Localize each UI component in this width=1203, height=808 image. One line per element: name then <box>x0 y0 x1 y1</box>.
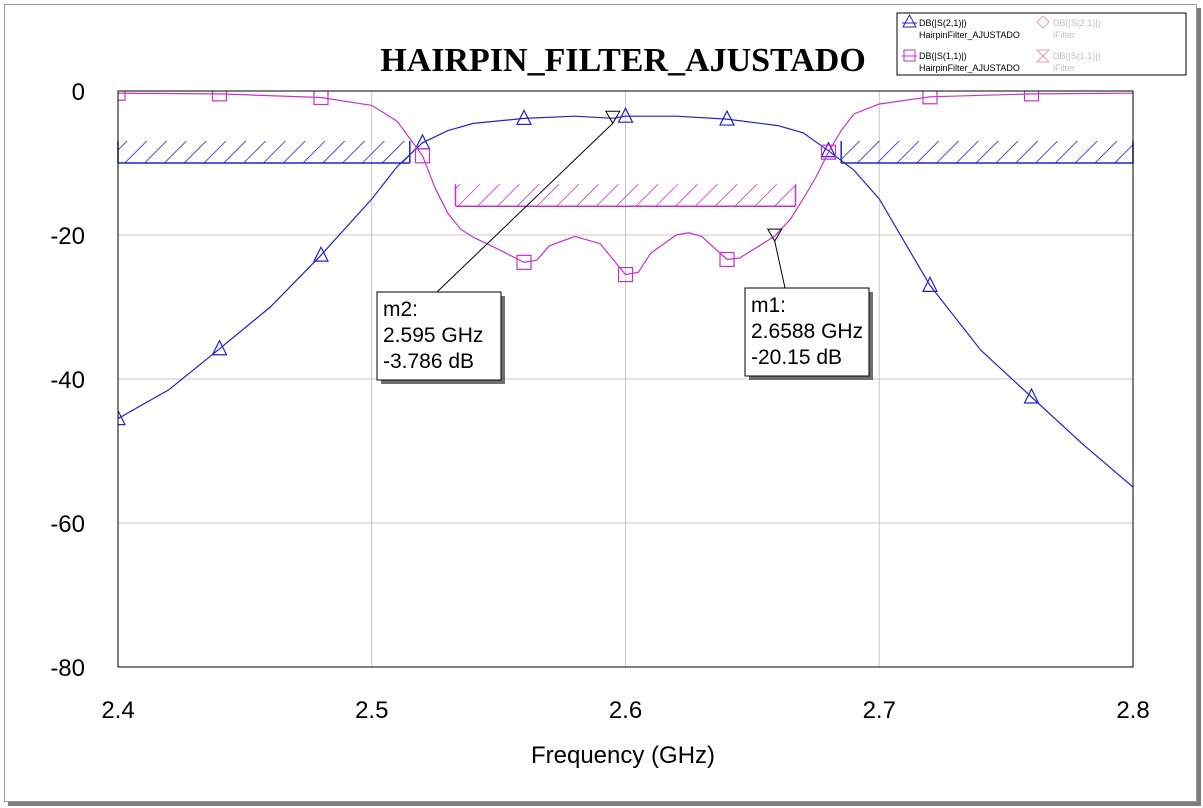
data-point-triangle <box>211 339 228 356</box>
legend-entry-s21[interactable]: DB(|S(2,1)|) HairpinFilter_AJUSTADO <box>902 13 1020 40</box>
data-point-triangle <box>313 245 329 262</box>
x-axis-title: Frequency (GHz) <box>531 742 715 769</box>
legend-ifilter-s21-name: DB(|S(2,1)|) <box>1053 18 1101 28</box>
data-point-square <box>414 148 431 164</box>
data-point-triangle <box>820 141 837 158</box>
diamond-icon <box>1036 15 1050 29</box>
legend-s21-name: DB(|S(2,1)|) <box>919 18 967 28</box>
data-point-triangle <box>922 276 938 292</box>
legend-ifilter-s11-name: DB(|S(1,1)|) <box>1053 51 1101 61</box>
marker-text: m2: <box>383 298 418 321</box>
marker-symbol-m2[interactable] <box>604 110 621 125</box>
hourglass-icon <box>1035 49 1051 63</box>
data-point-square <box>118 91 126 101</box>
legend-ifilter-s21-source: iFilter <box>1053 30 1075 40</box>
series-line-s21 <box>118 115 1133 488</box>
spec-hatch <box>455 184 796 207</box>
data-point-square <box>211 91 228 102</box>
data-point-square <box>617 267 634 283</box>
marker-annotations: m2: 2.595 GHz -3.786 dB m1: 2.6588 GHz -20.15… <box>376 122 873 384</box>
triangle-icon <box>902 13 917 28</box>
data-point-square <box>922 91 938 105</box>
marker-text: 2.6588 GHz <box>751 320 863 343</box>
x-tick-label: 2.4 <box>101 697 134 724</box>
marker-text: -3.786 dB <box>383 350 474 373</box>
marker-box-frame <box>376 291 502 381</box>
y-tick-label: -20 <box>50 223 85 250</box>
y-tick-label: 0 <box>72 79 85 106</box>
data-point-triangle <box>617 106 634 123</box>
marker-box-frame <box>744 287 870 377</box>
x-tick-label: 2.8 <box>1116 697 1149 724</box>
tick-labels: 2.4 2.5 2.6 2.7 2.8 0 -20 -40 -60 -80 <box>50 79 1149 724</box>
legend[interactable]: DB(|S(2,1)|) HairpinFilter_AJUSTADO DB(|… <box>896 12 1187 76</box>
marker-box-m2[interactable]: m2: 2.595 GHz -3.786 dB <box>376 122 614 384</box>
y-tick-label: -40 <box>50 367 85 394</box>
legend-box <box>896 12 1187 76</box>
y-tick-label: -80 <box>50 655 85 682</box>
data-point-triangle <box>118 409 126 426</box>
data-point-square <box>313 91 329 106</box>
legend-s11-source: HairpinFilter_AJUSTADO <box>919 63 1020 73</box>
marker-leader <box>774 240 786 289</box>
series-group <box>118 91 1133 488</box>
plot-border <box>117 90 1134 668</box>
data-point-triangle <box>719 109 735 126</box>
y-tick-label: -60 <box>50 511 85 538</box>
marker-leader <box>436 122 614 293</box>
x-tick-label: 2.6 <box>609 697 642 724</box>
marker-text: -20.15 dB <box>751 346 842 369</box>
legend-entry-ifilter-s21[interactable]: DB(|S(2,1)|) iFilter <box>1036 15 1101 40</box>
chart-title: HAIRPIN_FILTER_AJUSTADO <box>380 42 866 79</box>
marker-box-m1[interactable]: m1: 2.6588 GHz -20.15 dB <box>744 240 873 380</box>
legend-entry-s11[interactable]: DB(|S(1,1)|) HairpinFilter_AJUSTADO <box>902 49 1020 73</box>
spec-hatch <box>841 141 1133 163</box>
legend-s11-name: DB(|S(1,1)|) <box>919 51 967 61</box>
spec-hatch <box>118 141 410 163</box>
x-tick-label: 2.7 <box>863 697 896 724</box>
series-line-s11 <box>118 92 1133 276</box>
marker-text: m1: <box>751 294 786 317</box>
data-point-triangle <box>1023 387 1040 404</box>
spec-limits <box>117 141 1134 207</box>
legend-ifilter-s11-source: iFilter <box>1053 63 1075 73</box>
data-point-square <box>820 144 837 160</box>
x-tick-label: 2.5 <box>355 697 388 724</box>
legend-entry-ifilter-s11[interactable]: DB(|S(1,1)|) iFilter <box>1035 49 1101 73</box>
marker-symbol-m1[interactable] <box>766 228 783 243</box>
marker-text: 2.595 GHz <box>383 324 483 347</box>
legend-s21-source: HairpinFilter_AJUSTADO <box>919 30 1020 40</box>
grid <box>118 91 1133 667</box>
data-point-square <box>1023 91 1040 102</box>
data-point-square <box>516 254 532 270</box>
marker-symbols <box>604 110 783 243</box>
data-point-square <box>719 251 735 268</box>
chart: 2.4 2.5 2.6 2.7 2.8 0 -20 -40 -60 -80 HAIRPIN_FIL… <box>50 12 1187 769</box>
square-icon <box>903 49 916 62</box>
data-point-triangle <box>516 109 532 125</box>
plot-window: 2.4 2.5 2.6 2.7 2.8 0 -20 -40 -60 -80 HAIRPIN_FIL… <box>4 4 1197 802</box>
